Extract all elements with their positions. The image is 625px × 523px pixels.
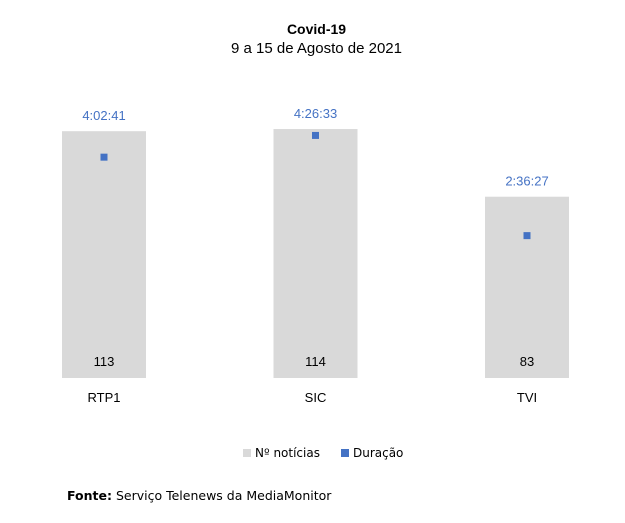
duration-label-TVI: 2:36:27 xyxy=(505,174,548,189)
chart-subtitle: 9 a 15 de Agosto de 2021 xyxy=(231,40,402,57)
bar-TVI xyxy=(485,196,569,378)
category-label-RTP1: RTP1 xyxy=(88,390,121,405)
source-text: Serviço Telenews da MediaMonitor xyxy=(111,488,332,503)
legend-swatch-noticias xyxy=(243,449,251,457)
legend-swatch-duracao xyxy=(340,449,349,457)
duration-label-SIC: 4:26:33 xyxy=(294,106,337,121)
chart-title: Covid-19 xyxy=(286,21,347,37)
category-label-TVI: TVI xyxy=(517,390,537,405)
bar-SIC xyxy=(273,129,358,378)
duration-marker-SIC xyxy=(312,131,319,139)
source-label: Fonte: xyxy=(67,488,112,503)
bar-RTP1 xyxy=(62,131,146,378)
duration-marker-RTP1 xyxy=(100,153,108,161)
bar-label-RTP1: 113 xyxy=(94,354,115,369)
bar-label-TVI: 83 xyxy=(520,354,534,369)
category-label-SIC: SIC xyxy=(305,390,327,405)
legend-label-duracao: Duração xyxy=(352,446,404,460)
legend: Nº notícias Duração xyxy=(243,446,403,460)
duration-marker-TVI xyxy=(523,232,531,240)
legend-label-noticias: Nº notícias xyxy=(255,446,320,460)
bar-label-SIC: 114 xyxy=(305,354,326,369)
source-note: Fonte: Serviço Telenews da MediaMonitor xyxy=(67,488,331,503)
duration-label-RTP1: 4:02:41 xyxy=(82,108,125,123)
